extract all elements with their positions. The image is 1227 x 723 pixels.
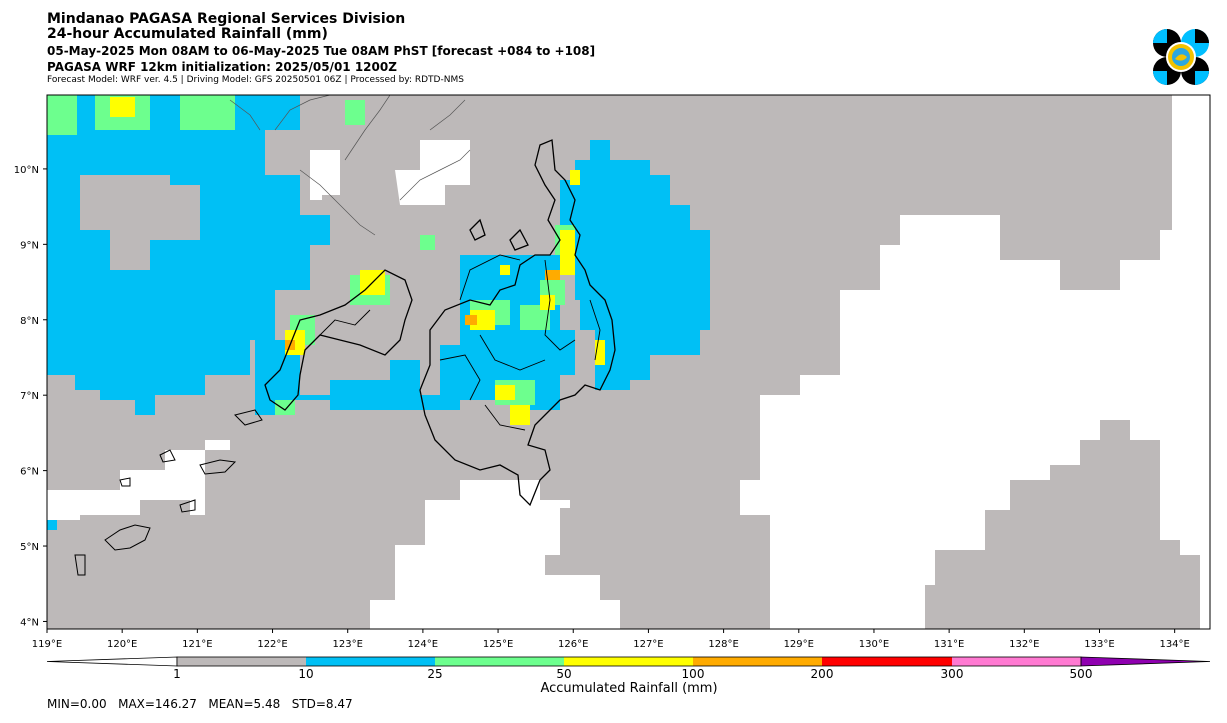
mindanao-coastline [264,139,616,507]
no-rain-area-sulu [47,440,230,520]
rain-area-moro-gulf [255,340,460,415]
model-initialization: PAGASA WRF 12km initialization: 2025/05/… [47,60,397,74]
lat-tick-label: 4°N [20,617,39,628]
map-title: Mindanao PAGASA Regional Services Divisi… [47,11,406,27]
rainfall-statistics: MIN=0.00 MAX=146.27 MEAN=5.48 STD=8.47 [47,697,353,711]
colorbar-tick-label: 25 [427,667,442,681]
lon-tick-label: 124°E [408,639,438,650]
lon-tick-label: 126°E [558,639,588,650]
lon-tick-label: 133°E [1084,639,1114,650]
province-boundaries [319,254,601,431]
colorbar-high-extension [1081,657,1210,666]
colorbar-tick-label: 100 [682,667,705,681]
lon-tick-label: 132°E [1009,639,1039,650]
colorbar-tick-label: 500 [1070,667,1093,681]
lat-tick-label: 9°N [20,240,39,251]
rain-area-sw [47,520,57,530]
lon-tick-label: 130°E [859,639,889,650]
lon-tick-label: 134°E [1159,639,1189,650]
colorbar-bin-25-50 [435,657,564,666]
pagasa-logo-icon [1153,29,1209,85]
forecast-period: 05-May-2025 Mon 08AM to 06-May-2025 Tue … [47,44,596,58]
lon-tick-label: 131°E [934,639,964,650]
no-rain-area-leyte [395,140,470,205]
lat-tick-label: 5°N [20,542,39,553]
lon-tick-label: 129°E [784,639,814,650]
no-rain-area-east [740,95,1210,629]
lat-tick-label: 7°N [20,391,39,402]
colorbar-bin-200-300 [822,657,952,666]
model-info: Forecast Model: WRF ver. 4.5 | Driving M… [47,75,464,85]
lat-tick-label: 8°N [20,316,39,327]
colorbar-bin-1-10 [177,657,306,666]
map-subtitle: 24-hour Accumulated Rainfall (mm) [47,26,328,42]
visayas-coastline [229,95,471,236]
rainfall-field [47,95,1210,629]
sulu-islands [74,409,263,576]
lon-tick-label: 128°E [708,639,738,650]
no-rain-patch-sulu-sea [80,175,200,270]
colorbar-low-extension [46,656,178,667]
lon-tick-label: 123°E [333,639,363,650]
colorbar-tick-label: 300 [941,667,964,681]
no-rain-area-south [370,480,620,629]
lat-tick-label: 6°N [20,467,39,478]
rain-area-philippine-sea [560,140,710,390]
colorbar-bin-10-25 [306,657,435,666]
lon-tick-label: 121°E [182,639,212,650]
colorbar-title: Accumulated Rainfall (mm) [540,681,717,696]
lon-tick-label: 125°E [483,639,513,650]
no-rain-area-north [310,150,340,200]
lon-tick-label: 127°E [633,639,663,650]
lon-tick-label: 122°E [257,639,287,650]
colorbar-tick-label: 50 [556,667,571,681]
lat-tick-label: 10°N [14,165,39,176]
colorbar-tick-label: 200 [811,667,834,681]
axis-ticks: 119°E 120°E 121°E 122°E 123°E 124°E 125°E 126°E… [14,165,1190,650]
lon-tick-label: 119°E [32,639,62,650]
colorbar-tick-label: 1 [173,667,181,681]
colorbar-tick-label: 10 [298,667,313,681]
colorbar-bin-50-100 [564,657,693,666]
colorbar-bin-300-500 [952,657,1081,666]
colorbar-bin-100-200 [693,657,822,666]
plot-frame [46,94,1211,630]
lon-tick-label: 120°E [107,639,137,650]
colorbar: 1 10 25 50 100 200 300 500 Accumulated R… [46,656,1211,696]
